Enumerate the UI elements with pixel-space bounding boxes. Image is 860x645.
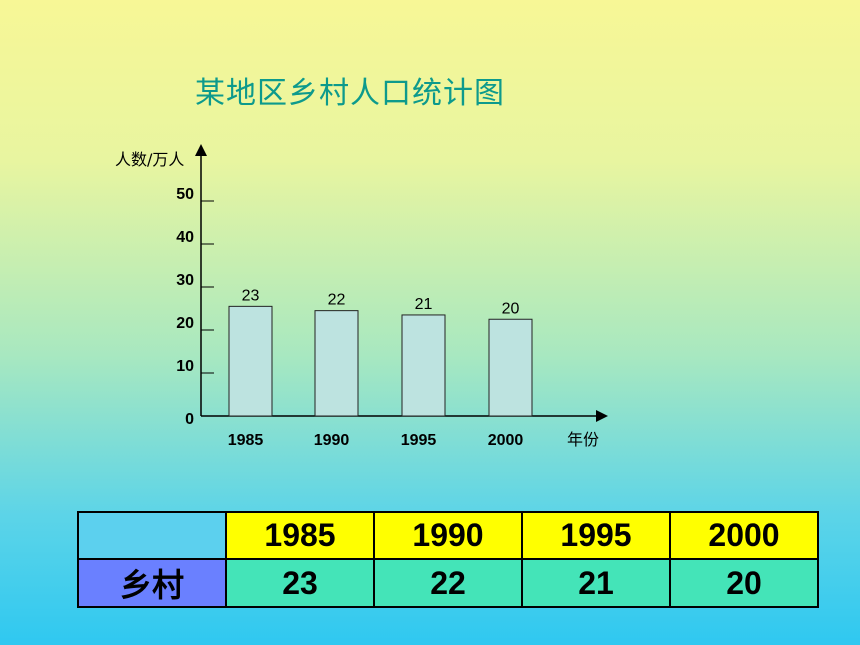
bar-value-label: 21 xyxy=(415,296,433,313)
table-year-cell: 2000 xyxy=(669,511,819,560)
table-value-cell: 20 xyxy=(669,558,819,608)
table-year-cell: 1985 xyxy=(225,511,375,560)
x-tick-label: 2000 xyxy=(488,432,524,449)
table-row-label: 乡村 xyxy=(77,558,227,608)
x-tick-label: 1990 xyxy=(314,432,350,449)
bar xyxy=(401,314,446,417)
bar xyxy=(488,318,533,417)
bar-value-label: 22 xyxy=(328,292,346,309)
x-tick-label: 1995 xyxy=(401,432,437,449)
bar-value-label: 23 xyxy=(242,287,260,304)
table-header-row: 1985 1990 1995 2000 xyxy=(77,511,819,560)
y-tick-label: 0 xyxy=(185,411,194,428)
y-tick-label: 50 xyxy=(176,186,194,203)
bars: 23 1985 22 1990 21 1995 20 2000 xyxy=(228,287,533,449)
y-tick-label: 30 xyxy=(176,272,194,289)
y-tick-label: 40 xyxy=(176,229,194,246)
y-tick-label: 10 xyxy=(176,358,194,375)
table-value-cell: 23 xyxy=(225,558,375,608)
y-ticks: 0 10 20 30 40 50 xyxy=(176,186,214,428)
table-year-cell: 1990 xyxy=(373,511,523,560)
data-table: 1985 1990 1995 2000 乡村 23 22 21 20 xyxy=(77,511,819,608)
y-tick-label: 20 xyxy=(176,315,194,332)
chart-title: 某地区乡村人口统计图 xyxy=(195,76,505,111)
y-axis-label: 人数/万人 xyxy=(115,150,184,169)
table-value-cell: 22 xyxy=(373,558,523,608)
table-row: 乡村 23 22 21 20 xyxy=(77,558,819,608)
table-value-cell: 21 xyxy=(521,558,671,608)
bar-value-label: 20 xyxy=(502,300,520,317)
table-year-cell: 1995 xyxy=(521,511,671,560)
bar xyxy=(228,305,273,417)
x-tick-label: 1985 xyxy=(228,432,264,449)
bar xyxy=(314,310,359,417)
x-axis-label: 年份 xyxy=(567,430,599,449)
table-corner-cell xyxy=(77,511,227,560)
